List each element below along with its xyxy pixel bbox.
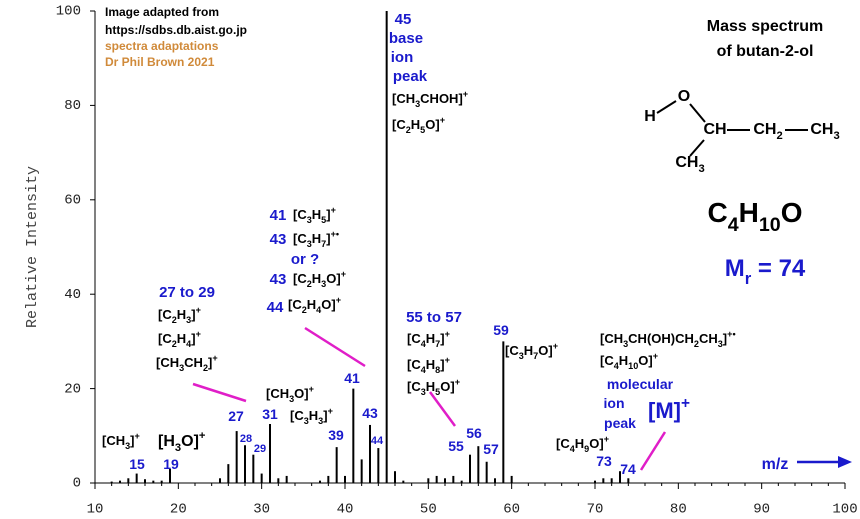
annotation: CH2 bbox=[753, 121, 782, 142]
x-tick-label: 70 bbox=[587, 502, 604, 518]
annotation: 43 bbox=[270, 271, 287, 288]
annotation: 73 bbox=[596, 453, 612, 469]
annotation: [CH3O]+ bbox=[266, 384, 314, 404]
annotation: peak bbox=[604, 415, 636, 431]
annotation: of butan-2-ol bbox=[717, 43, 814, 60]
x-tick-label: 30 bbox=[253, 502, 270, 518]
mz-arrow bbox=[797, 456, 852, 468]
annotation: [CH3CH2]+ bbox=[156, 353, 218, 373]
annotation: [C3H3]+ bbox=[290, 406, 333, 426]
y-tick-label: 100 bbox=[56, 4, 81, 20]
annotation: 28 bbox=[240, 433, 252, 445]
annotation: [H3O]+ bbox=[158, 430, 206, 454]
annotation: [C2H3]+ bbox=[158, 305, 201, 325]
annotation: [C4H9O]+ bbox=[556, 434, 609, 454]
annotation: 74 bbox=[620, 461, 636, 477]
annotation: 15 bbox=[129, 456, 145, 472]
y-tick-label: 20 bbox=[64, 381, 81, 397]
annotation: O bbox=[678, 88, 690, 105]
annotation: 31 bbox=[262, 406, 278, 422]
annotation: 44 bbox=[267, 299, 284, 316]
annotation: 41 bbox=[270, 207, 287, 224]
y-tick-label: 60 bbox=[64, 193, 81, 209]
annotation: 39 bbox=[328, 427, 344, 443]
annotation: [C2H4O]+ bbox=[288, 295, 341, 315]
annotation: [C3H7]+• bbox=[293, 229, 339, 249]
annotation: [C4H10O]+ bbox=[600, 351, 658, 371]
annotation: 57 bbox=[483, 441, 499, 457]
annotation: ion bbox=[604, 395, 625, 411]
x-tick-label: 90 bbox=[753, 502, 770, 518]
annotation: CH3 bbox=[675, 154, 704, 175]
y-tick-label: 0 bbox=[73, 476, 81, 492]
annotation: H bbox=[644, 108, 656, 125]
annotation: [C2H3O]+ bbox=[293, 269, 346, 289]
annotation: 55 to 57 bbox=[406, 309, 462, 326]
annotation: 29 bbox=[254, 443, 266, 455]
annotation: [CH3CHOH]+ bbox=[392, 89, 468, 109]
x-tick-label: 80 bbox=[670, 502, 687, 518]
annotation: [CH3CH(OH)CH2CH3]+• bbox=[600, 329, 736, 349]
annotation: 56 bbox=[466, 425, 482, 441]
annotation: [CH3]+ bbox=[102, 431, 140, 451]
x-tick-label: 20 bbox=[170, 502, 187, 518]
annotation: 43 bbox=[362, 405, 378, 421]
y-tick-label: 80 bbox=[64, 98, 81, 114]
annotation: 43 bbox=[270, 231, 287, 248]
annotation: 44 bbox=[371, 435, 384, 447]
x-tick-label: 100 bbox=[832, 502, 857, 518]
x-tick-label: 60 bbox=[503, 502, 520, 518]
annotation: 41 bbox=[344, 370, 360, 386]
y-tick-label: 40 bbox=[64, 287, 81, 303]
annotation: Dr Phil Brown 2021 bbox=[105, 55, 215, 69]
annotation: [C2H5O]+ bbox=[392, 115, 445, 135]
annotation: [C3H5]+ bbox=[293, 205, 336, 225]
structure-bonds bbox=[656, 100, 808, 157]
annotation: spectra adaptations bbox=[105, 39, 219, 53]
annotation: CH3 bbox=[810, 121, 839, 142]
annotation: 59 bbox=[493, 322, 509, 338]
annotation: https://sdbs.db.aist.go.jp bbox=[105, 23, 247, 37]
annotation: 27 to 29 bbox=[159, 284, 215, 301]
x-tick-label: 40 bbox=[337, 502, 354, 518]
annotation: [C3H7O]+ bbox=[505, 341, 558, 361]
annotation: 55 bbox=[448, 438, 464, 454]
annotation: 45 bbox=[395, 11, 412, 28]
pointer-lines bbox=[192, 326, 667, 471]
y-axis-label: Relative Intensity bbox=[24, 166, 41, 328]
annotation: CH bbox=[703, 121, 726, 138]
annotation: [C2H4]+ bbox=[158, 329, 201, 349]
annotation: [C3H5O]+ bbox=[407, 377, 460, 397]
annotation: molecular bbox=[607, 376, 674, 392]
annotation: base bbox=[389, 30, 423, 47]
annotation: 27 bbox=[228, 408, 244, 424]
annotation: 19 bbox=[163, 456, 179, 472]
annotation: Mr = 74 bbox=[725, 255, 806, 288]
annotation: C4H10O bbox=[708, 197, 803, 236]
annotation: peak bbox=[393, 68, 428, 85]
annotation: [C4H8]+ bbox=[407, 355, 450, 375]
x-tick-label: 50 bbox=[420, 502, 437, 518]
annotation: [M]+ bbox=[648, 395, 690, 423]
annotation: Mass spectrum bbox=[707, 18, 824, 35]
annotation: ion bbox=[391, 49, 414, 66]
annotation: or ? bbox=[291, 251, 319, 268]
annotation: m/z bbox=[762, 456, 789, 473]
x-tick-label: 10 bbox=[87, 502, 104, 518]
annotation: [C4H7]+ bbox=[407, 329, 450, 349]
annotation: Image adapted from bbox=[105, 5, 219, 19]
